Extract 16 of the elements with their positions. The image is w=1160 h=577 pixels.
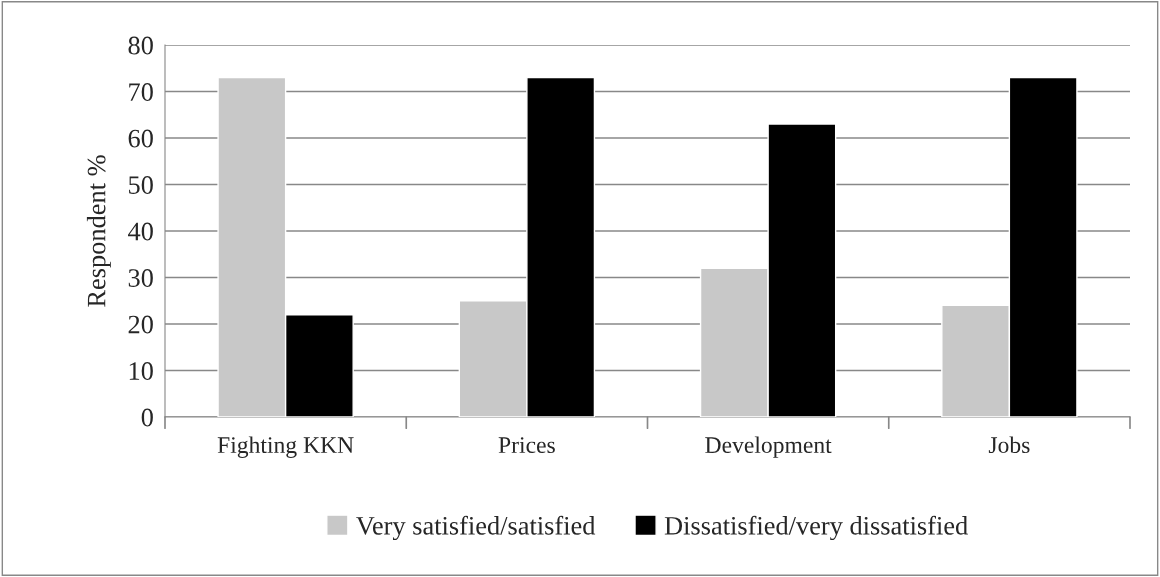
y-tick-label: 70 bbox=[129, 83, 153, 101]
legend-label: Very satisfied/satisfied bbox=[356, 515, 596, 541]
y-tick-label: 20 bbox=[128, 315, 153, 334]
y-tick-label: 30 bbox=[128, 269, 153, 287]
y-tick-label: 60 bbox=[128, 129, 153, 148]
y-tick-label: 0 bbox=[141, 408, 153, 427]
y-tick-label: 10 bbox=[129, 362, 153, 380]
y-tick-label: 50 bbox=[129, 176, 153, 194]
y-tick-label: 40 bbox=[128, 222, 153, 241]
y-tick-label: 80 bbox=[128, 36, 153, 55]
x-tick-label: Jobs bbox=[988, 436, 1030, 454]
legend-label: Dissatisfied/very dissatisfied bbox=[664, 515, 968, 541]
y-axis-title: Respondent % bbox=[86, 155, 111, 307]
x-tick-label: Prices bbox=[498, 437, 555, 454]
x-tick-label: Development bbox=[705, 436, 832, 458]
x-tick-label: Fighting KKN bbox=[217, 436, 354, 458]
